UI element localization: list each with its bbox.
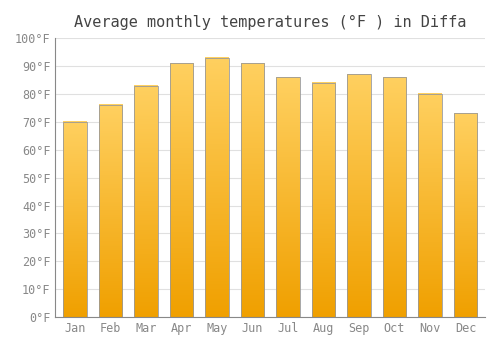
Title: Average monthly temperatures (°F ) in Diffa: Average monthly temperatures (°F ) in Di… [74,15,466,30]
